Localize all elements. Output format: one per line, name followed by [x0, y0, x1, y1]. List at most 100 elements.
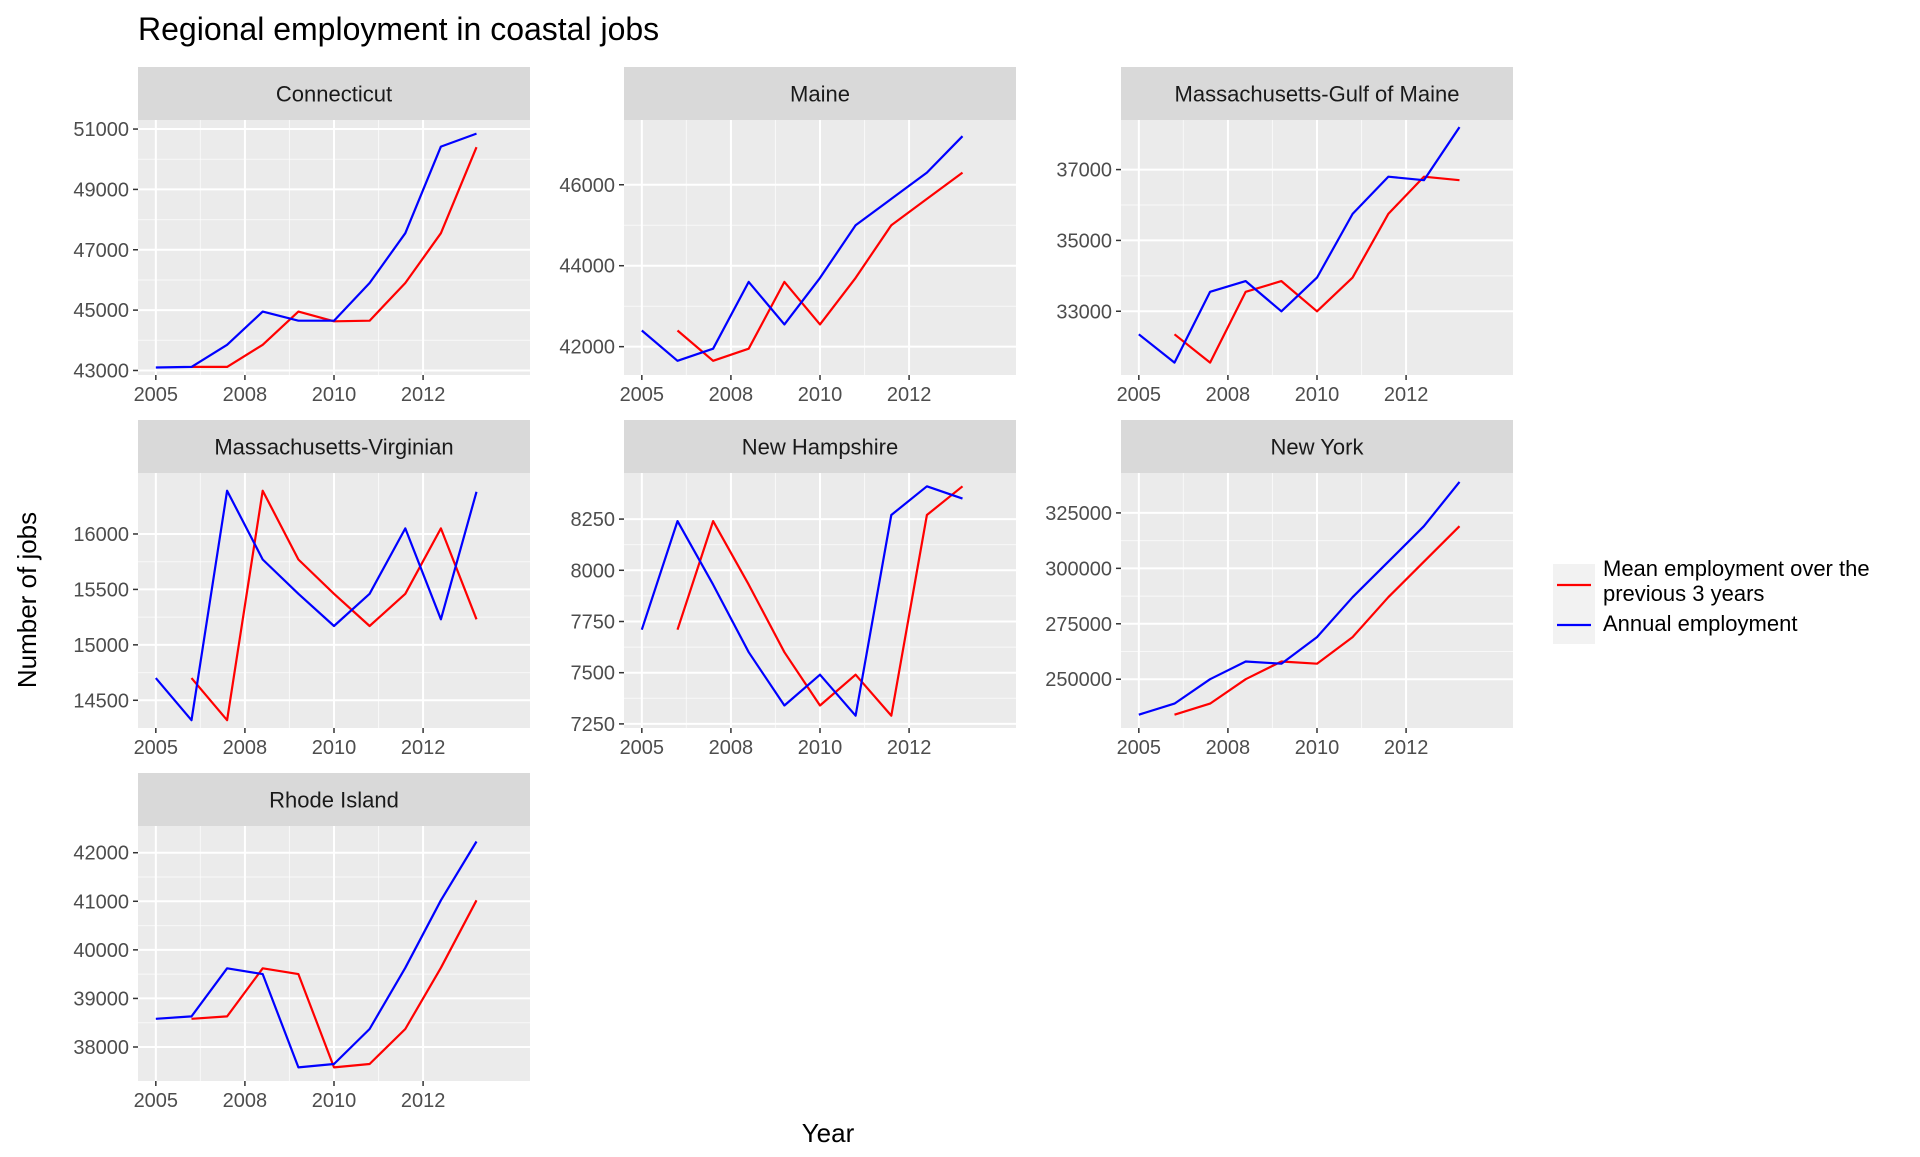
y-tick-label: 15500: [73, 579, 129, 601]
y-tick-label: 44000: [559, 256, 615, 278]
y-tick-label: 8000: [571, 560, 616, 582]
x-tick-label: 2010: [312, 1090, 357, 1112]
facet-panel: Massachusetts-Gulf of Maine 2005 2008 2010 2…: [1056, 67, 1513, 406]
legend-label: previous 3 years: [1603, 581, 1764, 606]
facet-strip: [1121, 67, 1513, 120]
y-tick-label: 43000: [73, 360, 129, 382]
y-tick-label: 35000: [1056, 230, 1112, 252]
series-line-annual: [640, 485, 963, 717]
series-line-mean: [676, 485, 964, 717]
x-tick-label: 2008: [223, 1090, 268, 1112]
y-tick-label: 38000: [73, 1037, 129, 1059]
y-tick-label: 300000: [1045, 558, 1112, 580]
y-tick-label: 42000: [73, 843, 129, 865]
facet-strip: [1121, 420, 1513, 473]
x-tick-label: 2010: [798, 737, 843, 759]
x-tick-label: 2005: [134, 1090, 179, 1112]
x-tick-label: 2012: [401, 737, 446, 759]
facet-strip-label: New York: [1271, 435, 1365, 460]
series-line-annual: [641, 135, 964, 362]
y-tick-label: 275000: [1045, 614, 1112, 636]
facet-strip: [138, 773, 530, 826]
y-tick-label: 8250: [571, 509, 616, 531]
x-tick-label: 2010: [1295, 737, 1340, 759]
y-tick-label: 250000: [1045, 669, 1112, 691]
x-tick-label: 2005: [1117, 737, 1162, 759]
x-tick-label: 2008: [223, 737, 268, 759]
facet-strip: [138, 420, 530, 473]
y-tick-label: 7500: [571, 663, 616, 685]
facet-strip-label: Maine: [790, 82, 850, 107]
x-tick-label: 2012: [1384, 737, 1429, 759]
facet-strip-label: Massachusetts-Gulf of Maine: [1175, 82, 1460, 107]
legend-label: Mean employment over the: [1603, 556, 1870, 581]
x-tick-label: 2012: [1384, 384, 1429, 406]
y-tick-label: 325000: [1045, 503, 1112, 525]
x-tick-label: 2005: [134, 737, 179, 759]
x-tick-label: 2012: [401, 1090, 446, 1112]
facet-strip-label: Connecticut: [276, 82, 392, 107]
x-tick-label: 2005: [620, 737, 665, 759]
y-tick-label: 42000: [559, 337, 615, 359]
x-tick-label: 2008: [709, 737, 754, 759]
panels-layer: Connecticut 2005 2008 2010 2012 43000 45000 470…: [73, 67, 1513, 1112]
y-tick-label: 40000: [73, 940, 129, 962]
x-tick-label: 2008: [1206, 737, 1251, 759]
x-tick-label: 2012: [401, 384, 446, 406]
y-tick-label: 33000: [1056, 301, 1112, 323]
facet-panel: Maine 2005 2008 2010 2012 42000 44000 46000: [559, 67, 1016, 406]
x-tick-label: 2005: [620, 384, 665, 406]
series-line-annual: [1138, 126, 1461, 364]
facet-panel: New Hampshire 2005 2008 2010 2012 7250 7500 775…: [571, 420, 1016, 759]
legend-label: Annual employment: [1603, 611, 1797, 636]
y-tick-label: 16000: [73, 524, 129, 546]
y-tick-label: 14500: [73, 690, 129, 712]
y-tick-label: 49000: [73, 179, 129, 201]
series-line-mean: [1173, 175, 1460, 364]
facet-panel: Rhode Island 2005 2008 2010 2012 38000 39000 40…: [73, 773, 530, 1112]
facet-panel: Massachusetts-Virginian 2005 2008 2010 2012 1…: [73, 420, 530, 759]
x-tick-label: 2008: [1206, 384, 1251, 406]
facet-strip: [138, 67, 530, 120]
legend-item: Annual employment: [1553, 606, 1797, 644]
x-tick-label: 2010: [312, 737, 357, 759]
y-tick-label: 51000: [73, 119, 129, 141]
x-tick-label: 2010: [312, 384, 357, 406]
facet-strip-label: New Hampshire: [742, 435, 899, 460]
series-line-annual: [154, 489, 478, 722]
series-line-annual: [1138, 481, 1461, 716]
y-tick-label: 45000: [73, 300, 129, 322]
y-tick-label: 15000: [73, 635, 129, 657]
series-line-annual: [155, 840, 478, 1069]
x-tick-label: 2005: [134, 384, 179, 406]
facet-strip-label: Massachusetts-Virginian: [214, 435, 453, 460]
x-tick-label: 2005: [1117, 384, 1162, 406]
x-tick-label: 2010: [798, 384, 843, 406]
y-tick-label: 39000: [73, 988, 129, 1010]
y-axis-title: Number of jobs: [12, 512, 42, 688]
x-tick-label: 2010: [1295, 384, 1340, 406]
series-line-mean: [676, 171, 964, 362]
x-axis-title: Year: [802, 1118, 855, 1148]
y-tick-label: 7250: [571, 714, 616, 736]
series-line-mean: [191, 899, 478, 1069]
x-tick-label: 2008: [223, 384, 268, 406]
chart-title: Regional employment in coastal jobs: [138, 11, 659, 47]
y-tick-label: 41000: [73, 891, 129, 913]
x-tick-label: 2008: [709, 384, 754, 406]
series-line-mean: [190, 489, 478, 722]
facet-panel: Connecticut 2005 2008 2010 2012 43000 45000 470…: [73, 67, 530, 406]
y-tick-label: 37000: [1056, 160, 1112, 182]
facet-strip-label: Rhode Island: [269, 788, 399, 813]
facet-strip: [624, 67, 1016, 120]
series-line-mean: [1174, 525, 1461, 716]
y-tick-label: 47000: [73, 240, 129, 262]
y-tick-label: 46000: [559, 175, 615, 197]
facet-strip: [624, 420, 1016, 473]
x-tick-label: 2012: [887, 737, 932, 759]
series-line-annual: [155, 132, 477, 369]
